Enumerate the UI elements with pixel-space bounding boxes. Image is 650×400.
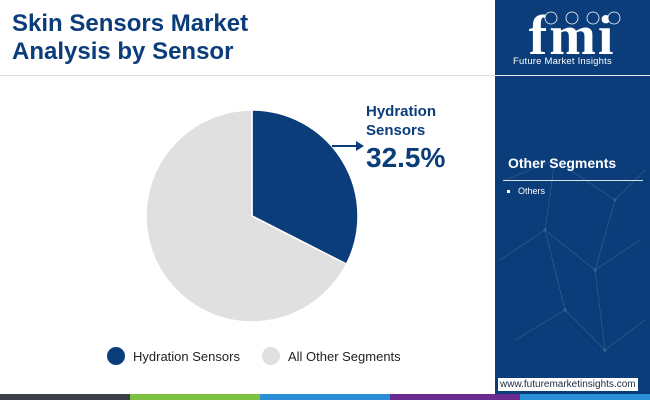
legend-label-other: All Other Segments [287, 348, 401, 364]
segment-item: Others [507, 186, 545, 196]
logo-tagline: Future Market Insights [513, 56, 612, 67]
callout-label-line-2: Sensors [366, 122, 426, 139]
side-panel: fmi Future Market Insights Other Segment… [495, 0, 650, 394]
pie-chart [145, 109, 364, 323]
title-line-2: Analysis by Sensor [12, 38, 234, 65]
other-segments-divider [503, 180, 643, 181]
legend-swatch-other [261, 347, 280, 365]
other-segments-list: Others [507, 186, 545, 196]
hydration-callout: Hydration Sensors 32.5% [366, 102, 486, 174]
panel-network-pattern [499, 158, 646, 352]
chart-legend: Hydration Sensors All Other Segments [107, 347, 423, 365]
bar-segment-4 [390, 394, 520, 400]
bar-segment-1 [0, 394, 130, 400]
bottom-color-bar [0, 394, 650, 400]
other-segments-heading: Other Segments [508, 155, 617, 171]
bar-segment-5 [520, 394, 650, 400]
panel-divider [495, 75, 650, 76]
legend-swatch-hydration [107, 347, 125, 365]
callout-label-line-1: Hydration [366, 103, 437, 120]
bar-segment-2 [130, 394, 260, 400]
title-line-1: Skin Sensors Market [12, 10, 249, 37]
bar-segment-3 [260, 394, 390, 400]
bullet-icon [507, 189, 510, 193]
legend-item-hydration: Hydration Sensors [107, 347, 240, 365]
callout-value: 32.5% [366, 142, 446, 173]
segment-item-label: Others [518, 186, 546, 196]
legend-item-other: All Other Segments [261, 347, 401, 365]
fmi-logo-icon: fmi [529, 6, 621, 67]
header-divider [0, 75, 495, 76]
legend-label-hydration: Hydration Sensors [133, 348, 240, 364]
pie-slice-hydration-sensors [251, 109, 359, 266]
pie-slice-all-other-segments [145, 109, 348, 323]
website-url[interactable]: www.futuremarketinsights.com [498, 378, 638, 391]
callout-arrow-icon [356, 141, 364, 151]
page-title: Skin Sensors Market Analysis by Sensor [12, 10, 342, 66]
